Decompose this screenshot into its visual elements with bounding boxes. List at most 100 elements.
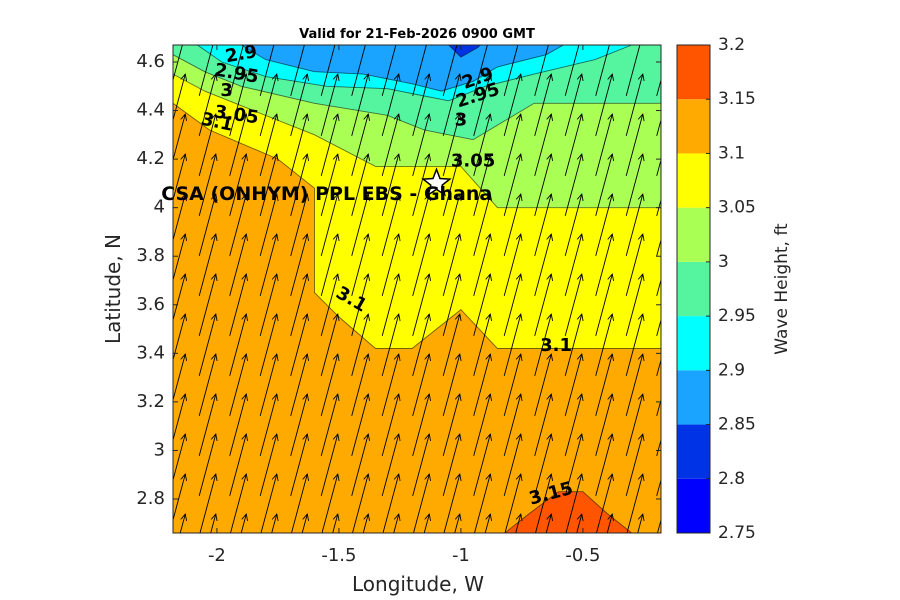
wave-vector-arrow [173,73,188,122]
wave-vector-arrow [656,478,661,497]
wave-vector-arrow [229,393,249,457]
wave-vector-arrow [173,233,188,282]
wave-vector-arrow [291,554,309,600]
contour-region [504,491,633,533]
y-tick-label: 4.6 [136,51,165,72]
wave-vector-arrow [576,513,584,533]
wave-vector-arrow [473,393,493,457]
wave-vector-arrow [442,233,462,297]
wave-vector-arrow [173,353,188,402]
wave-vector-arrow [290,153,310,217]
wave-vector-arrow [381,45,397,97]
wave-vector-arrow [626,554,644,600]
wave-vector-arrow [412,353,432,417]
wave-vector-arrow [320,393,340,457]
wave-vector-arrow [381,273,401,337]
wave-vector-arrow [534,73,554,137]
wave-vector-arrow [198,45,214,97]
contour-label: 3.1 [540,335,572,356]
wave-vector-arrow [515,513,523,533]
x-axis-title: Longitude, W [352,572,484,596]
wave-vector-arrow [412,73,432,137]
wave-vector-arrow [351,273,371,337]
wave-vector-arrow [534,353,554,417]
wave-vector-arrow [290,45,305,97]
colorbar: 2.75 2.8 2.85 2.9 2.95 3 3.05 3.1 3.15 3.2 [677,35,756,543]
wave-vector-arrow [229,153,249,217]
wave-vector-arrow [473,353,493,417]
wave-vector-arrow [564,433,584,497]
contour-label: 3 [455,109,468,130]
wave-direction-vectors [173,45,661,600]
wave-vector-arrow [173,433,188,482]
wave-vector-arrow [564,153,584,217]
wave-vector-arrow [534,233,554,297]
wave-vector-arrow [625,193,645,257]
wave-vector-arrow [259,273,279,337]
colorbar-segment [677,261,710,317]
wave-vector-arrow [564,233,584,297]
wave-vector-arrow [351,113,371,177]
wave-vector-arrow [473,433,493,497]
wave-vector-arrow [454,513,462,533]
wave-vector-arrow [535,554,553,600]
wave-vector-arrow [259,73,279,137]
colorbar-segment [677,478,710,533]
wave-vector-arrow [229,73,249,137]
wave-vector-arrow [210,513,218,533]
y-axis-title: Latitude, N [101,234,125,344]
wave-vector-arrow [332,513,340,533]
wave-vector-arrow [199,473,218,533]
colorbar-frame [676,44,711,534]
wave-vector-arrow [412,393,432,457]
wave-vector-arrow [320,193,340,257]
colorbar-segment [677,99,710,154]
wave-vector-arrow [656,238,661,257]
wave-vector-arrow [442,393,462,457]
wave-vector-arrow [229,45,244,97]
y-tick-label: 2.8 [136,488,165,509]
wave-vector-arrow [229,193,249,257]
wave-vector-arrow [484,513,493,533]
wave-vector-arrow [503,113,523,177]
wave-vector-arrow [381,233,401,297]
wave-vector-arrow [259,193,279,257]
wave-vector-arrow [564,393,584,457]
wave-vector-arrow [198,393,218,457]
wave-vector-arrow [656,358,661,377]
wave-vector-arrow [534,153,554,217]
wave-vector-arrow [229,233,249,297]
colorbar-segment [677,316,710,371]
wave-vector-arrow [503,393,523,457]
wave-vector-arrow [259,45,275,97]
wave-vector-arrow [656,78,661,97]
y-tick-label: 3.6 [136,294,165,315]
wave-vector-arrow [229,273,249,337]
wave-vector-arrow [393,513,401,533]
wave-vector-arrow [442,273,462,337]
wave-vector-arrow [503,73,523,137]
wave-vector-arrow [637,513,645,533]
wave-vector-arrow [564,353,584,417]
wave-vector-arrow [230,554,248,600]
wave-vector-arrow [534,273,554,337]
wave-vector-arrow [657,518,661,533]
y-tick-label: 3.4 [136,342,165,363]
wave-vector-arrow [351,313,371,377]
wave-vector-arrow [259,153,279,217]
wave-vector-arrow [564,73,584,137]
wave-vector-arrow [474,473,493,533]
contour-label: 3 [220,80,233,101]
wave-vector-arrow [229,313,249,377]
wave-vector-arrow [625,73,645,137]
colorbar-segment [677,424,710,479]
wave-vector-arrow [473,313,493,377]
colorbar-tick-label: 3.1 [718,143,745,163]
wave-vector-arrow [259,433,279,497]
wave-vector-arrow [320,313,340,377]
wave-vector-arrow [301,513,310,533]
wave-vector-arrow [229,353,249,417]
wave-vector-arrow [564,273,584,337]
wave-vector-arrow [320,233,340,297]
wave-vector-arrow [351,353,371,417]
